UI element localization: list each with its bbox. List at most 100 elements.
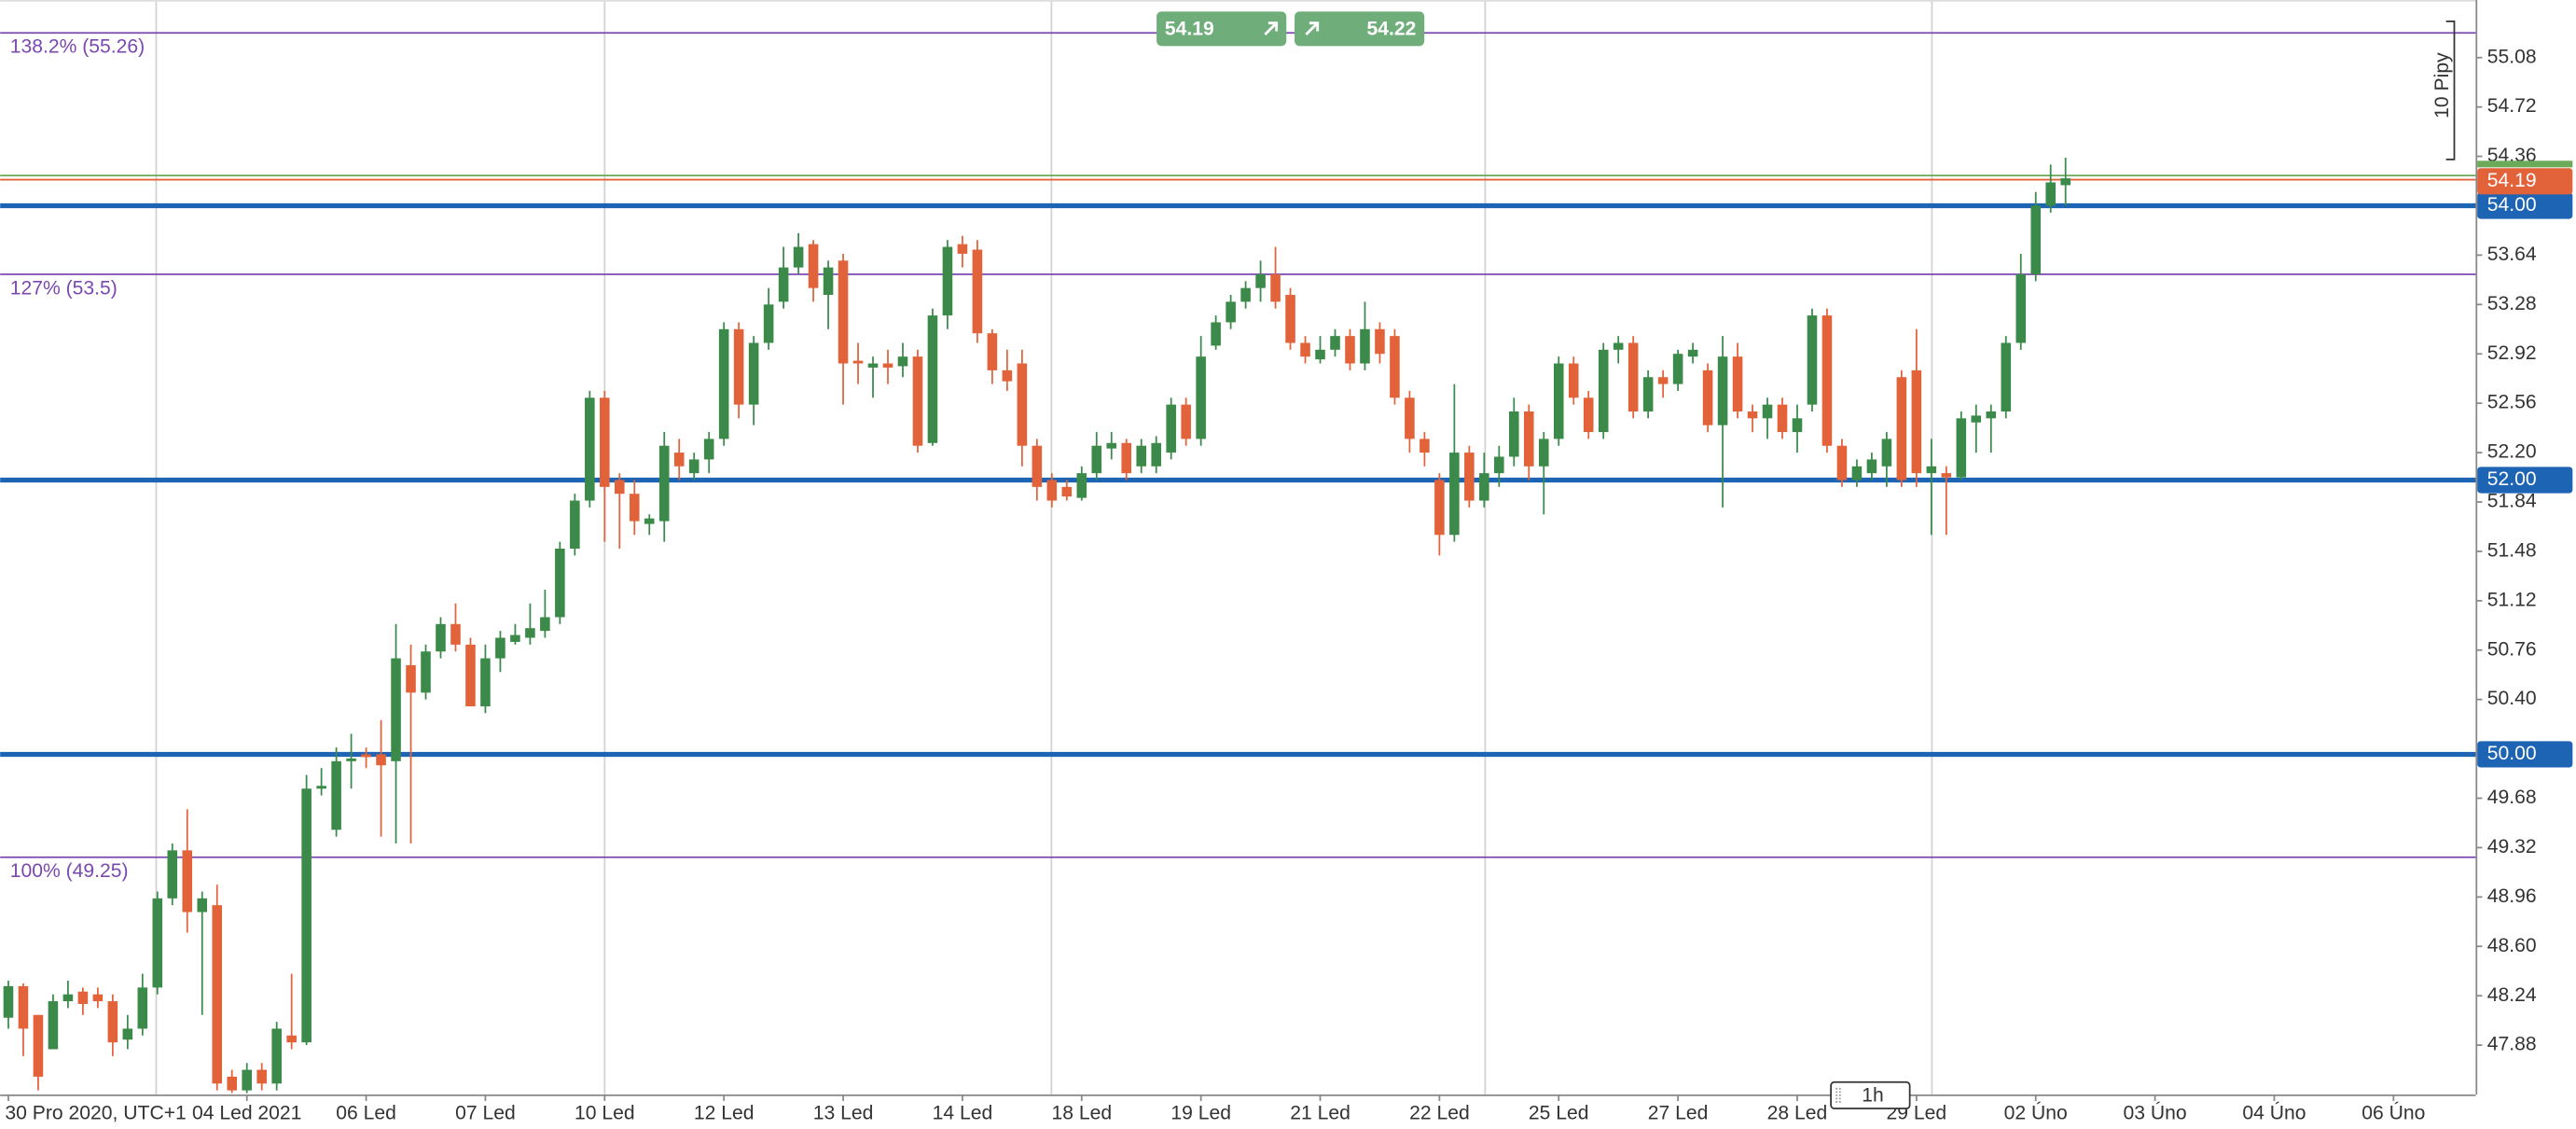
candle-body xyxy=(1509,411,1519,457)
candle-body xyxy=(18,985,29,1029)
candle-body xyxy=(733,328,744,405)
candle-body xyxy=(1255,273,1266,288)
y-tick-label: 52.20 xyxy=(2487,441,2537,463)
candle-body xyxy=(77,991,89,1004)
candle-body xyxy=(1747,411,1758,419)
candle-body xyxy=(107,1001,118,1043)
candle-body xyxy=(1061,486,1073,497)
x-tick-label: 18 Led xyxy=(1051,1103,1112,1124)
candle-body xyxy=(1986,411,1997,419)
candle-body xyxy=(540,617,550,632)
x-tick-label: 25 Led xyxy=(1529,1103,1589,1124)
candle-body xyxy=(1330,336,1340,350)
candle-body xyxy=(137,987,148,1029)
candle-body xyxy=(525,628,535,638)
candle-body xyxy=(1360,328,1370,364)
candle-body xyxy=(1196,356,1206,439)
candle-body xyxy=(62,994,74,1002)
candle-body xyxy=(808,244,819,288)
candle-body xyxy=(465,644,476,707)
candle-body xyxy=(644,518,655,524)
candle-body xyxy=(92,994,104,1002)
candle-body xyxy=(301,788,312,1043)
candle-layer xyxy=(3,158,2070,1094)
candle-body xyxy=(838,260,849,364)
timeframe-label[interactable]: 1h xyxy=(1862,1084,1884,1106)
candle-body xyxy=(1046,480,1058,501)
candle-body xyxy=(122,1028,133,1040)
candle-body xyxy=(1181,404,1191,439)
candle-body xyxy=(1657,377,1669,384)
candle-body xyxy=(1375,328,1385,355)
y-tick-label: 54.72 xyxy=(2487,95,2537,117)
candle-body xyxy=(1941,473,1952,478)
x-tick-label: 30 Pro 2020, UTC+1 xyxy=(5,1103,186,1124)
x-tick-label: 27 Led xyxy=(1648,1103,1709,1124)
candle-body xyxy=(1434,480,1445,536)
y-tick-label: 52.56 xyxy=(2487,392,2537,413)
sell-price[interactable]: 54.19 xyxy=(1165,18,1214,39)
level-box xyxy=(2477,467,2573,494)
candle-body xyxy=(1091,445,1102,474)
x-tick-label: 06 Úno xyxy=(2361,1103,2425,1124)
sell-button[interactable]: 54.19 xyxy=(1156,11,1287,47)
candle-body xyxy=(897,356,908,367)
buy-button-bg[interactable] xyxy=(1295,11,1425,47)
candle-body xyxy=(1672,354,1683,384)
buy-button[interactable]: 54.22 xyxy=(1295,11,1425,47)
candle-body xyxy=(1807,315,1818,405)
fib-label: 100% (49.25) xyxy=(10,860,129,882)
buy-price[interactable]: 54.22 xyxy=(1367,18,1417,39)
candle-body xyxy=(271,1028,282,1084)
candle-body xyxy=(1240,287,1251,302)
candle-body xyxy=(658,445,670,522)
candle-body xyxy=(2030,205,2042,274)
x-tick-label: 03 Úno xyxy=(2124,1103,2187,1124)
candle-body xyxy=(256,1069,267,1084)
candle-body xyxy=(1106,442,1117,449)
candle-body xyxy=(823,267,834,296)
x-tick-label: 07 Led xyxy=(455,1103,516,1124)
candle-body xyxy=(167,850,178,899)
candle-body xyxy=(703,439,714,460)
grip xyxy=(1835,1087,1841,1103)
fib-label: 127% (53.5) xyxy=(10,277,118,299)
candle-body xyxy=(3,985,14,1018)
timeframe-button[interactable]: 1h xyxy=(1830,1080,1911,1109)
candle-body xyxy=(1777,404,1788,433)
candle-body xyxy=(1076,473,1087,498)
candle-body xyxy=(242,1069,252,1091)
candle-body xyxy=(1762,404,1773,419)
candle-body xyxy=(763,304,774,343)
candle-body xyxy=(1449,453,1460,536)
y-tick-label: 48.96 xyxy=(2487,885,2537,907)
level-label: 50.00 xyxy=(2487,743,2537,764)
y-tick-label: 51.84 xyxy=(2487,491,2537,512)
x-tick-label: 21 Led xyxy=(1290,1103,1350,1124)
candle-body xyxy=(1627,342,1639,411)
candle-body xyxy=(852,360,864,364)
y-tick-label: 47.88 xyxy=(2487,1034,2537,1055)
candle-body xyxy=(1017,363,1028,446)
timeframe-bg[interactable] xyxy=(1830,1080,1911,1109)
candle-body xyxy=(1851,466,1863,481)
candle-body xyxy=(1971,415,1982,423)
candle-body xyxy=(673,453,685,467)
candle-body xyxy=(867,363,879,368)
grid-layer: 55.0854.7254.3653.6453.2852.9252.5652.20… xyxy=(5,46,2536,1123)
x-tick-label: 02 Úno xyxy=(2004,1103,2068,1124)
candle-body xyxy=(570,500,580,549)
label-layer: 54.00 52.00 50.00 54.19 xyxy=(2477,160,2573,768)
candle-body xyxy=(1553,363,1564,439)
candle-body xyxy=(1121,442,1132,474)
candle-body xyxy=(1598,349,1609,433)
candle-body xyxy=(212,905,223,1084)
x-tick-label: 06 Led xyxy=(336,1103,396,1124)
candle-body xyxy=(1136,445,1147,467)
sell-button-bg[interactable] xyxy=(1156,11,1287,47)
candle-body xyxy=(1583,397,1594,433)
candle-body xyxy=(585,397,595,501)
